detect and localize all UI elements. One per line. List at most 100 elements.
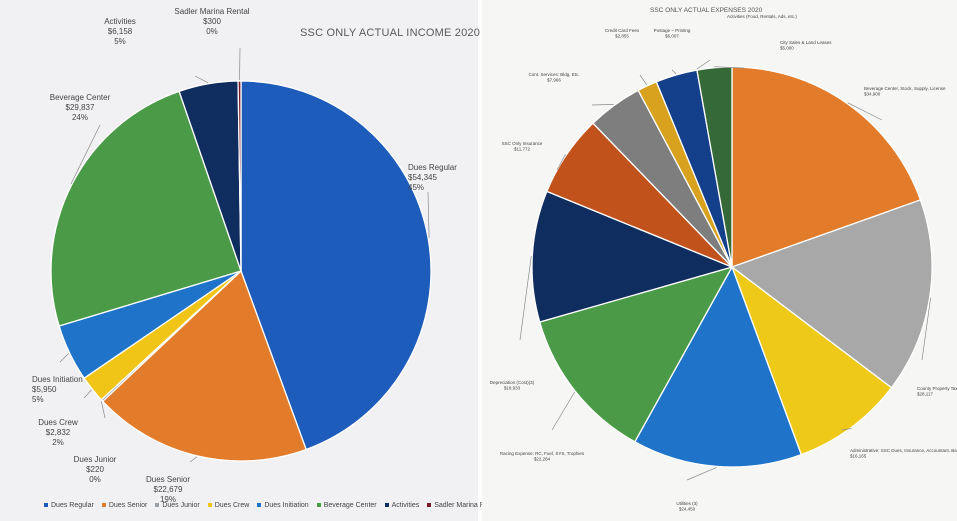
expense-leader-depreciation — [519, 256, 532, 341]
expense-label-credit-card-fees-value: $2,855 — [615, 34, 629, 39]
expense-pie-chart: Beverage Center, Stock, Supply, License$… — [490, 14, 957, 512]
income-leader-dues-junior — [100, 401, 106, 419]
income-leader-activities — [194, 75, 209, 84]
expense-leader-city-sales-land-leases — [714, 66, 745, 69]
legend-text: Beverage Center — [323, 502, 377, 509]
income-label-dues-regular-value: $54,345 — [408, 173, 437, 182]
legend-item-dues-regular: Dues Regular — [44, 502, 94, 509]
expense-label-ssc-only-insurance-value: $11,772 — [514, 147, 530, 152]
expense-slice-county-property-tax — [730, 199, 933, 389]
expense-label-depreciation-name: Depreciation (Cost)(3) — [490, 380, 535, 385]
expense-label-county-property-tax-name: County Property Tax — [917, 386, 957, 391]
expense-label-county-property-tax-value: $28,117 — [917, 392, 933, 397]
income-chart-title: SSC ONLY ACTUAL INCOME 2020 — [300, 27, 481, 39]
legend-swatch — [257, 503, 262, 508]
expense-label-racing-expense-name: Racing Expense: RC, Fuel, SYS, Trophies — [500, 451, 585, 456]
income-label-dues-senior-pct: 19% — [160, 495, 176, 504]
expense-leader-activities — [696, 59, 711, 70]
income-label-dues-regular-name: Dues Regular — [408, 163, 457, 172]
expense-label-credit-card-fees-name: Credit Card Fees — [605, 28, 640, 33]
income-label-sadler-marina-rental-pct: 0% — [206, 27, 218, 36]
income-label-activities-name: Activities — [104, 17, 136, 26]
income-legend: Dues Regular Dues Senior Dues Junior Dues C… — [44, 502, 508, 509]
income-label-activities-value: $6,158 — [108, 27, 133, 36]
income-label-beverage-center-name: Beverage Center — [50, 93, 111, 102]
legend-swatch — [316, 503, 321, 508]
income-label-dues-crew-value: $2,832 — [46, 428, 71, 437]
legend-text: Dues Senior — [108, 502, 148, 509]
income-leader-dues-senior — [189, 456, 198, 463]
legend-text: Dues Initiation — [264, 502, 309, 509]
expense-leader-credit-card-fees — [639, 74, 648, 86]
income-label-dues-initiation-name: Dues Initiation — [32, 375, 83, 384]
expense-label-ssc-only-insurance-name: SSC Only Insurance — [502, 141, 543, 146]
expense-label-utilities-name: Utilities (3) — [676, 501, 698, 506]
expense-slice-racing-expense — [538, 265, 734, 443]
expense-label-cont-services-value: $7,966 — [547, 78, 561, 83]
income-label-sadler-marina-rental-value: $300 — [203, 17, 221, 26]
expense-label-depreciation-value: $18,933 — [504, 386, 521, 391]
expense-label-activities-name: Activities (Food, Rentals, Ads, etc.) — [727, 14, 797, 19]
expense-slice-city-sales-land-leases — [696, 66, 733, 268]
income-slice-dues-regular — [240, 80, 432, 451]
income-label-dues-crew-name: Dues Crew — [38, 418, 78, 427]
expense-label-postage-printing-name: Postage – Printing — [654, 28, 691, 33]
legend-text: Sadler Marina Rental — [434, 502, 500, 509]
legend-item-beverage-center: Beverage Center — [316, 502, 377, 509]
legend-swatch — [427, 503, 432, 508]
income-leader-dues-regular — [427, 191, 430, 238]
income-label-sadler-marina-rental-name: Sadler Marina Rental — [174, 7, 249, 16]
expense-leader-beverage-center-stock-supply-license — [847, 102, 883, 121]
income-label-beverage-center-pct: 24% — [72, 113, 88, 122]
income-label-beverage-center-value: $29,837 — [66, 103, 95, 112]
expense-label-utilities-value: $24,450 — [679, 507, 696, 512]
legend-swatch — [155, 503, 160, 508]
legend-item-sadler-marina-rental: Sadler Marina Rental — [427, 502, 500, 509]
expense-leader-county-property-tax — [921, 297, 931, 361]
expense-chart-title: SSC ONLY ACTUAL EXPENSES 2020 — [650, 7, 763, 14]
expense-label-city-sales-land-leases-value: $5,000 — [780, 46, 794, 51]
legend-item-dues-senior: Dues Senior — [101, 502, 148, 509]
income-label-dues-initiation-value: $5,950 — [32, 385, 57, 394]
expense-label-city-sales-land-leases-name: City Sales & Land Leases — [780, 40, 832, 45]
expense-leader-postage-printing — [671, 69, 677, 75]
income-label-activities-pct: 5% — [114, 37, 126, 46]
expense-label-cont-services-name: Cont. Services: Bldg, Etc. — [528, 72, 579, 77]
income-leader-beverage-center — [70, 124, 101, 185]
income-label-dues-regular-pct: 45% — [408, 183, 424, 192]
legend-text: Activities — [391, 502, 420, 509]
expense-label-beverage-center-stock-supply-license-value: $34,900 — [864, 92, 881, 97]
legend-swatch — [207, 503, 212, 508]
legend-text: Dues Regular — [51, 502, 94, 509]
expense-slice-depreciation — [531, 190, 734, 323]
legend-item-activities: Activities — [384, 502, 420, 509]
expense-label-postage-printing-value: $6,007 — [665, 34, 679, 39]
income-slice-sadler-marina-rental — [237, 80, 242, 272]
expense-slice-administrative — [730, 265, 893, 456]
income-label-dues-junior-pct: 0% — [89, 475, 101, 484]
income-label-dues-junior-name: Dues Junior — [74, 455, 117, 464]
income-slice-dues-senior — [101, 269, 307, 462]
expense-label-racing-expense-value: $22,284 — [534, 457, 551, 462]
expense-leader-utilities — [686, 467, 717, 481]
expense-label-beverage-center-stock-supply-license-name: Beverage Center, Stock, Supply, License — [864, 86, 946, 91]
income-chart-panel: SSC ONLY ACTUAL INCOME 2020 Dues Regular… — [0, 0, 500, 521]
legend-item-dues-initiation: Dues Initiation — [257, 502, 309, 509]
income-leader-dues-initiation — [59, 353, 69, 363]
expense-leader-ssc-only-insurance — [556, 154, 566, 171]
income-label-dues-initiation-pct: 5% — [32, 395, 44, 404]
legend-text: Dues Junior — [162, 502, 200, 509]
income-label-dues-crew-pct: 2% — [52, 438, 64, 447]
legend-item-dues-junior: Dues Junior — [155, 502, 200, 509]
expense-chart-panel: SSC ONLY ACTUAL EXPENSES 2020 Beverage C… — [482, 0, 957, 521]
legend-swatch — [101, 503, 106, 508]
expense-leader-racing-expense — [551, 391, 575, 431]
income-label-dues-senior-name: Dues Senior — [146, 475, 190, 484]
income-label-dues-junior-value: $220 — [86, 465, 104, 474]
income-label-dues-senior-value: $22,679 — [154, 485, 183, 494]
legend-item-dues-crew: Dues Crew — [207, 502, 250, 509]
legend-swatch — [44, 503, 48, 508]
legend-text: Dues Crew — [214, 502, 250, 509]
expense-label-administrative-value: $16,165 — [850, 454, 867, 459]
